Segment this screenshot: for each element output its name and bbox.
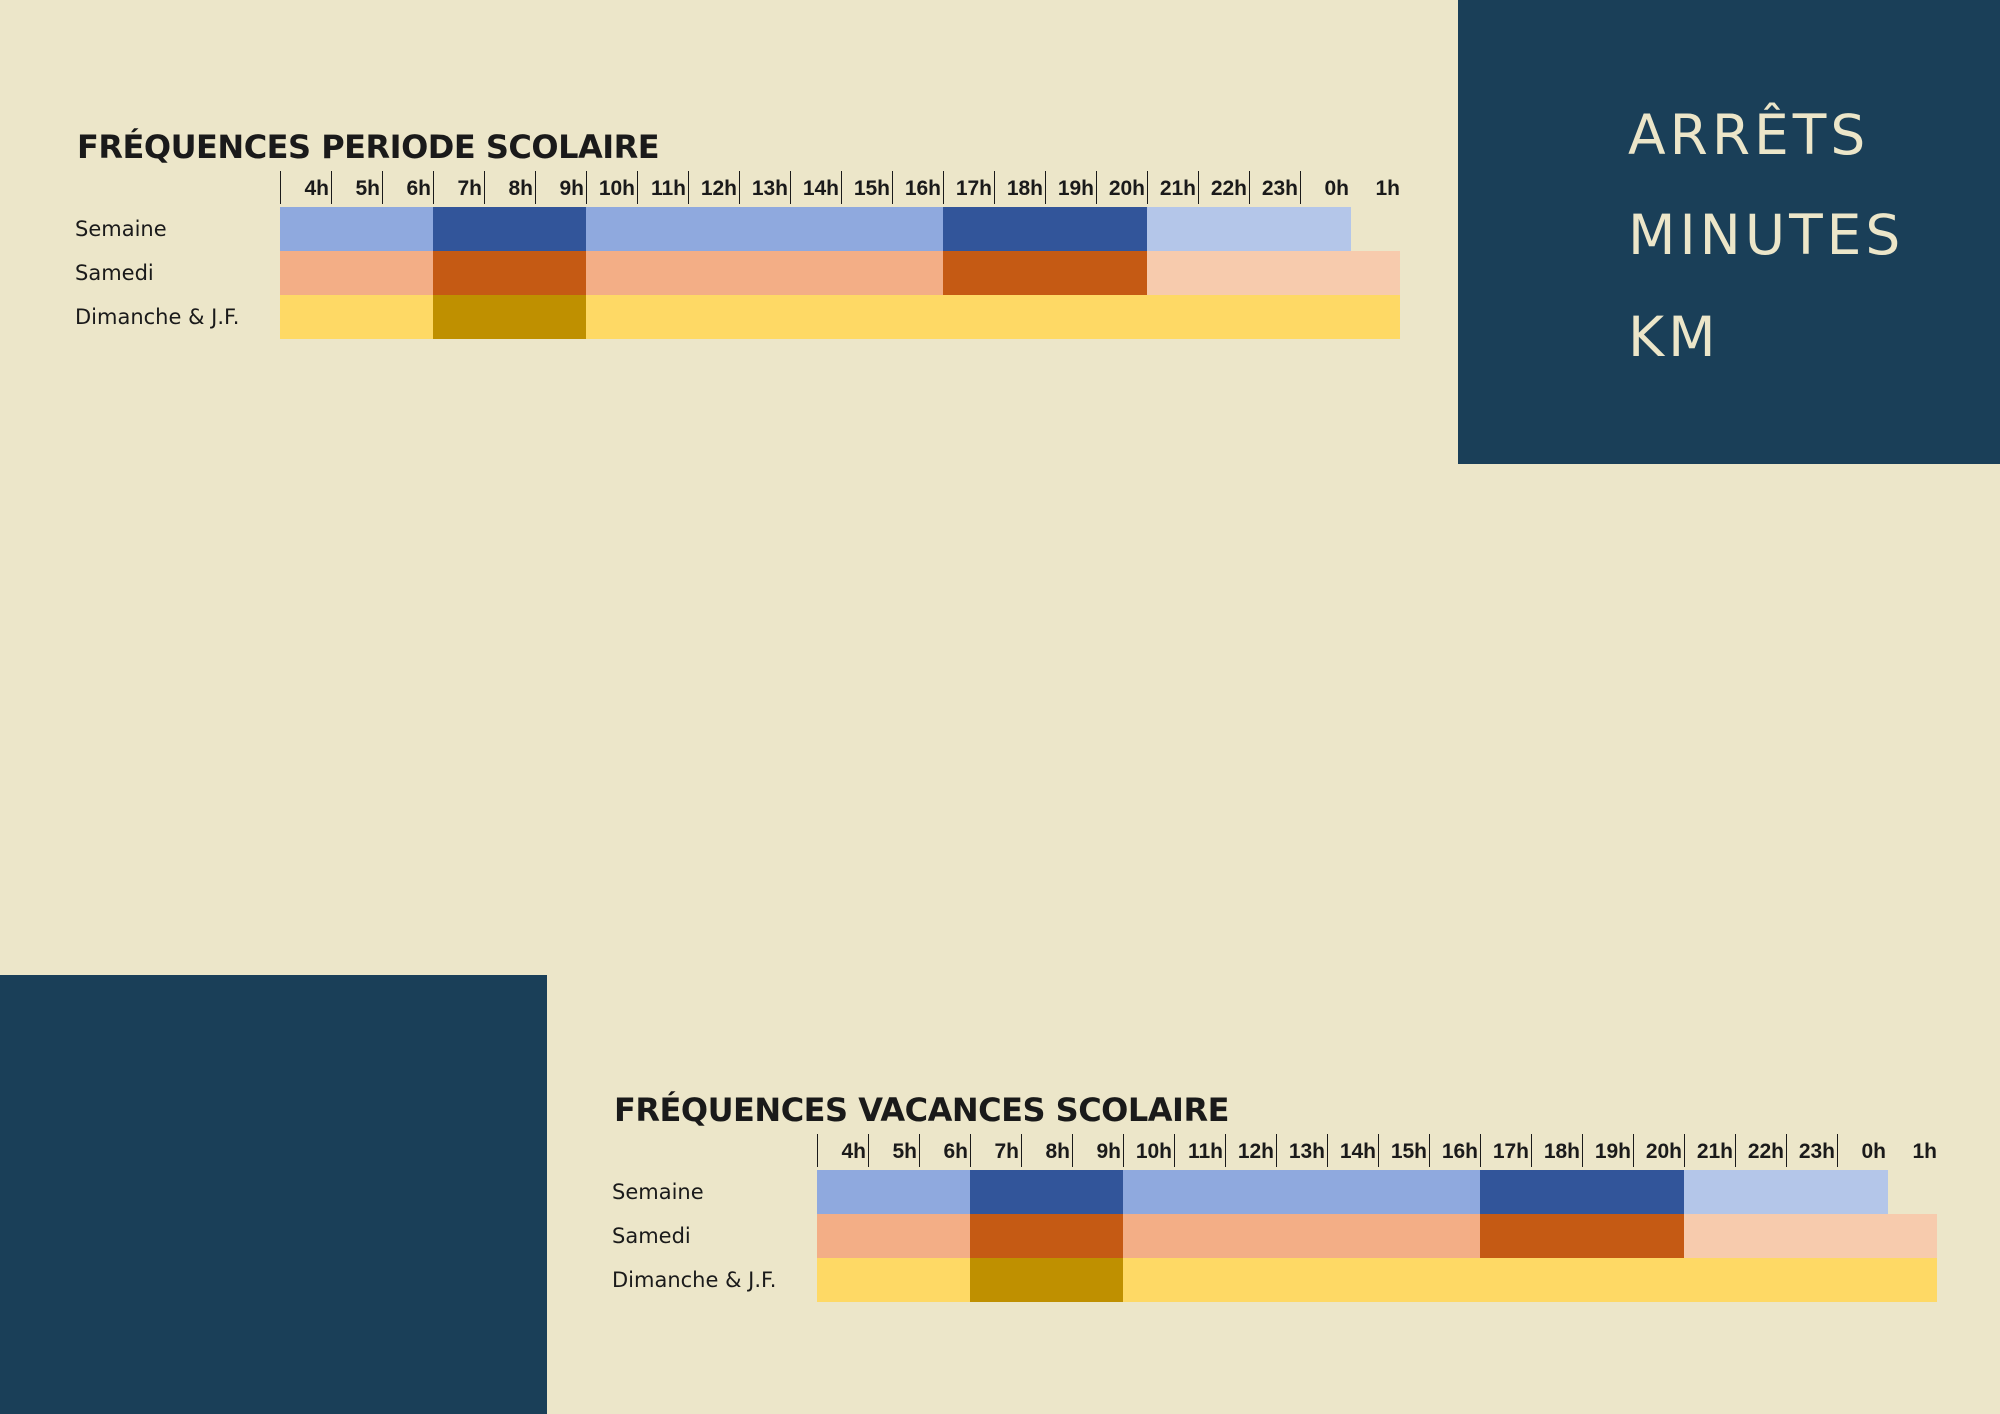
frequency-band-dimanche-normal — [586, 295, 1400, 339]
frequency-band-dimanche-peak — [970, 1258, 1123, 1302]
frequency-band-samedi-normal — [817, 1214, 970, 1258]
frequency-band-samedi-evening — [1147, 251, 1400, 295]
hour-label: 22h — [1198, 171, 1249, 204]
hour-axis: 4h 5h 6h 7h 8h 9h 10h 11h 12h 13h 14h 15h 16h 17h 18h 1… — [280, 171, 1400, 206]
row-label-samedi: Samedi — [75, 261, 154, 285]
hour-label: 22h — [1735, 1134, 1786, 1167]
frequency-band-samedi-peak — [433, 251, 586, 295]
hour-label: 18h — [994, 171, 1045, 204]
hour-label: 9h — [1072, 1134, 1123, 1167]
hour-label: 1h — [1375, 177, 1400, 200]
hour-label: 23h — [1786, 1134, 1837, 1167]
frequency-title: FRÉQUENCES VACANCES SCOLAIRE — [614, 1091, 1229, 1129]
row-label-dimanche: Dimanche & J.F. — [612, 1268, 777, 1292]
frequency-band-dimanche-normal — [817, 1258, 970, 1302]
frequency-title: FRÉQUENCES PERIODE SCOLAIRE — [77, 128, 660, 166]
frequency-band-semaine-normal — [817, 1170, 970, 1214]
hour-label: 20h — [1633, 1134, 1684, 1167]
frequency-band-semaine-evening — [1147, 207, 1351, 251]
stats-panel: ARRÊTS MINUTES KM — [1458, 0, 2000, 464]
hour-label: 8h — [484, 171, 535, 204]
frequency-band-semaine-evening — [1684, 1170, 1888, 1214]
stat-arrets: ARRÊTS — [1628, 103, 1870, 167]
hour-label: 12h — [688, 171, 739, 204]
hour-label: 19h — [1582, 1134, 1633, 1167]
frequency-band-samedi-peak — [970, 1214, 1123, 1258]
hour-label: 12h — [1225, 1134, 1276, 1167]
hour-label: 11h — [637, 171, 688, 204]
decorative-panel — [0, 975, 547, 1414]
hour-label: 18h — [1531, 1134, 1582, 1167]
hour-label: 16h — [1429, 1134, 1480, 1167]
frequency-band-samedi-normal — [1123, 1214, 1480, 1258]
hour-label: 14h — [790, 171, 841, 204]
hour-label: 5h — [868, 1134, 919, 1167]
frequency-band-samedi-normal — [586, 251, 943, 295]
hour-label: 9h — [535, 171, 586, 204]
row-label-samedi: Samedi — [612, 1224, 691, 1248]
frequency-band-samedi-peak — [943, 251, 1147, 295]
hour-label: 15h — [1378, 1134, 1429, 1167]
row-label-dimanche: Dimanche & J.F. — [75, 305, 240, 329]
frequency-table-school-holidays: FRÉQUENCES VACANCES SCOLAIRE 4h 5h 6h 7h 8h 9… — [612, 1091, 2000, 1341]
hour-label: 1h — [1912, 1140, 1937, 1163]
frequency-band-semaine-peak — [1480, 1170, 1684, 1214]
frequency-band-semaine-normal — [1123, 1170, 1480, 1214]
hour-label: 17h — [1480, 1134, 1531, 1167]
hour-label: 17h — [943, 171, 994, 204]
hour-label: 15h — [841, 171, 892, 204]
hour-label: 16h — [892, 171, 943, 204]
hour-label: 20h — [1096, 171, 1147, 204]
frequency-band-semaine-normal — [280, 207, 433, 251]
hour-label: 10h — [586, 171, 637, 204]
frequency-band-semaine-peak — [943, 207, 1147, 251]
frequency-table-school-period: FRÉQUENCES PERIODE SCOLAIRE 4h 5h 6h 7h 8h 9h… — [75, 128, 1495, 378]
frequency-band-samedi-peak — [1480, 1214, 1684, 1258]
hour-label: 0h — [1837, 1134, 1888, 1167]
hour-label: 21h — [1147, 171, 1198, 204]
hour-label: 11h — [1174, 1134, 1225, 1167]
row-label-semaine: Semaine — [612, 1180, 704, 1204]
hour-label: 5h — [331, 171, 382, 204]
hour-axis: 4h 5h 6h 7h 8h 9h 10h 11h 12h 13h 14h 15h 16h 17h 18h 1… — [817, 1134, 1937, 1169]
frequency-band-dimanche-peak — [433, 295, 586, 339]
stat-km: KM — [1628, 305, 1720, 369]
hour-label: 8h — [1021, 1134, 1072, 1167]
hour-label: 23h — [1249, 171, 1300, 204]
frequency-band-samedi-evening — [1684, 1214, 1937, 1258]
hour-label: 6h — [919, 1134, 970, 1167]
hour-label: 13h — [739, 171, 790, 204]
row-label-semaine: Semaine — [75, 217, 167, 241]
hour-label: 21h — [1684, 1134, 1735, 1167]
frequency-band-dimanche-normal — [1123, 1258, 1937, 1302]
hour-label: 10h — [1123, 1134, 1174, 1167]
hour-label: 13h — [1276, 1134, 1327, 1167]
hour-label: 14h — [1327, 1134, 1378, 1167]
hour-label: 4h — [817, 1134, 868, 1167]
hour-label: 0h — [1300, 171, 1351, 204]
hour-label: 19h — [1045, 171, 1096, 204]
hour-label: 7h — [970, 1134, 1021, 1167]
stat-minutes: MINUTES — [1628, 203, 1905, 267]
frequency-band-semaine-peak — [433, 207, 586, 251]
hour-label: 6h — [382, 171, 433, 204]
frequency-band-samedi-normal — [280, 251, 433, 295]
frequency-band-semaine-peak — [970, 1170, 1123, 1214]
frequency-band-semaine-normal — [586, 207, 943, 251]
hour-label: 7h — [433, 171, 484, 204]
hour-label: 4h — [280, 171, 331, 204]
frequency-band-dimanche-normal — [280, 295, 433, 339]
